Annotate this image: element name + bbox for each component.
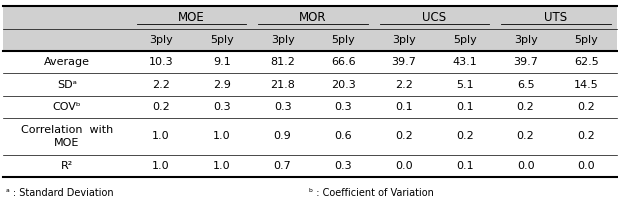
Text: 62.5: 62.5 <box>574 57 599 67</box>
Text: 0.2: 0.2 <box>396 131 413 141</box>
Text: 0.3: 0.3 <box>334 161 352 171</box>
Text: 66.6: 66.6 <box>331 57 355 67</box>
Text: 10.3: 10.3 <box>149 57 174 67</box>
Text: UTS: UTS <box>544 11 567 24</box>
Text: 6.5: 6.5 <box>517 80 535 89</box>
Text: MOE: MOE <box>178 11 205 24</box>
Text: 3ply: 3ply <box>514 35 538 45</box>
Text: 2.2: 2.2 <box>152 80 170 89</box>
Text: 1.0: 1.0 <box>152 161 170 171</box>
Text: 1.0: 1.0 <box>213 131 231 141</box>
Text: 0.1: 0.1 <box>456 161 473 171</box>
Text: 9.1: 9.1 <box>213 57 231 67</box>
Text: 0.2: 0.2 <box>152 102 170 112</box>
Text: 5ply: 5ply <box>453 35 476 45</box>
Text: 0.2: 0.2 <box>577 131 595 141</box>
Text: 0.3: 0.3 <box>274 102 292 112</box>
Text: 14.5: 14.5 <box>574 80 599 89</box>
Text: 0.9: 0.9 <box>274 131 292 141</box>
Text: UCS: UCS <box>423 11 447 24</box>
Text: 21.8: 21.8 <box>270 80 295 89</box>
Text: 0.0: 0.0 <box>517 161 535 171</box>
Bar <box>3 6 617 51</box>
Text: 5.1: 5.1 <box>456 80 473 89</box>
Text: ᵃ : Standard Deviation: ᵃ : Standard Deviation <box>6 188 114 198</box>
Text: 1.0: 1.0 <box>213 161 231 171</box>
Text: 0.2: 0.2 <box>517 131 535 141</box>
Text: 0.3: 0.3 <box>334 102 352 112</box>
Text: 5ply: 5ply <box>575 35 598 45</box>
Text: 5ply: 5ply <box>331 35 355 45</box>
Text: COVᵇ: COVᵇ <box>53 102 81 112</box>
Text: 20.3: 20.3 <box>331 80 356 89</box>
Text: 39.7: 39.7 <box>392 57 417 67</box>
Text: SDᵃ: SDᵃ <box>57 80 77 89</box>
Text: 0.6: 0.6 <box>334 131 352 141</box>
Text: 3ply: 3ply <box>271 35 294 45</box>
Text: 5ply: 5ply <box>210 35 234 45</box>
Text: 3ply: 3ply <box>392 35 416 45</box>
Text: 0.1: 0.1 <box>396 102 413 112</box>
Text: 0.3: 0.3 <box>213 102 231 112</box>
Text: 2.2: 2.2 <box>395 80 413 89</box>
Text: 1.0: 1.0 <box>152 131 170 141</box>
Text: 39.7: 39.7 <box>513 57 538 67</box>
Text: 0.2: 0.2 <box>517 102 535 112</box>
Text: 43.1: 43.1 <box>452 57 477 67</box>
Text: Correlation  with
MOE: Correlation with MOE <box>21 125 113 148</box>
Text: 0.1: 0.1 <box>456 102 473 112</box>
Text: 0.7: 0.7 <box>274 161 292 171</box>
Text: 81.2: 81.2 <box>270 57 295 67</box>
Text: R²: R² <box>61 161 73 171</box>
Text: 2.9: 2.9 <box>213 80 231 89</box>
Text: 0.2: 0.2 <box>577 102 595 112</box>
Text: 3ply: 3ply <box>149 35 173 45</box>
Text: 0.0: 0.0 <box>396 161 413 171</box>
Text: MOR: MOR <box>299 11 327 24</box>
Text: Average: Average <box>44 57 90 67</box>
Text: ᵇ : Coefficient of Variation: ᵇ : Coefficient of Variation <box>309 188 434 198</box>
Text: 0.0: 0.0 <box>578 161 595 171</box>
Text: 0.2: 0.2 <box>456 131 474 141</box>
